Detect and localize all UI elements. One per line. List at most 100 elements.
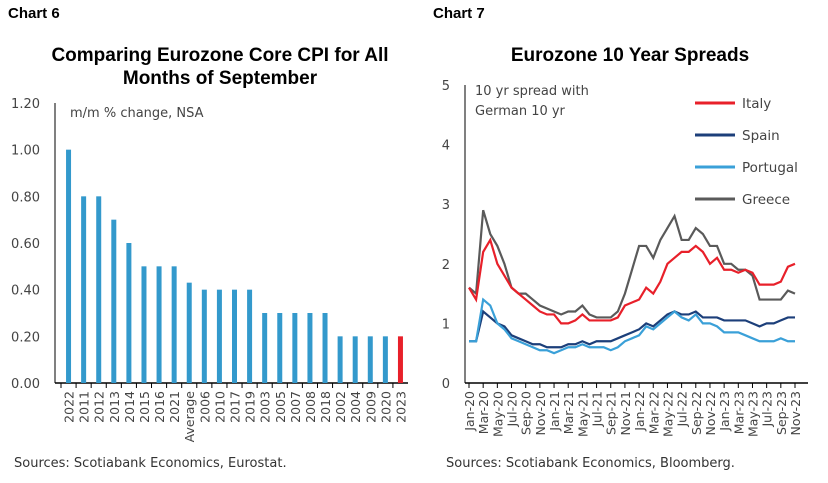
bar [81,196,87,383]
chart7-title: Eurozone 10 Year Spreads [510,45,750,66]
x-tick-label: 2022 [62,391,77,423]
bar [322,313,328,383]
legend-label: Portugal [742,160,798,176]
x-tick-label: Sep-23 [774,391,789,435]
series-line-spain [469,309,795,349]
y-tick-label: 3 [442,198,450,213]
chart6-source: Sources: Scotiabank Economics, Eurostat. [14,456,287,471]
x-tick-label: 2019 [243,391,258,423]
y-tick-label: 5 [442,79,450,94]
bar [262,313,268,383]
y-tick-label: 1.00 [11,144,40,159]
x-tick-label: Nov-20 [533,391,548,436]
x-tick-label: 2007 [288,391,303,423]
x-tick-label: May-20 [490,391,505,437]
y-tick-label: 0.40 [11,284,40,299]
x-tick-label: Sep-22 [689,391,704,435]
x-tick-label: Jan-22 [632,391,647,432]
x-tick-label: Jan-23 [717,391,732,432]
x-tick-label: Mar-22 [646,391,661,434]
legend-label: Spain [742,128,780,144]
x-tick-label: 2009 [363,391,378,423]
series-line-portugal [469,297,795,355]
x-tick-label: 2016 [152,391,167,423]
y-tick-label: 0.80 [11,190,40,205]
y-tick-label: 0.60 [11,237,40,252]
x-tick-label: Mar-20 [476,391,491,434]
x-tick-label: 2012 [92,391,107,423]
x-tick-label: 2006 [197,391,212,423]
legend-label: Greece [742,192,790,208]
x-tick-label: May-22 [660,391,675,437]
bar [292,313,298,383]
series-line-italy [468,237,796,325]
x-tick-label: Jul-20 [505,391,520,428]
chart7-annotation: 10 yr spread with [475,84,589,99]
chart7-annotation-2: German 10 yr [475,104,566,119]
bar [232,289,237,383]
x-tick-label: 2004 [348,391,363,423]
bar [186,282,192,383]
x-tick-label: 2020 [378,391,393,423]
bar [277,313,283,383]
x-tick-label: 2011 [77,391,92,423]
x-tick-label: May-23 [745,391,760,437]
bar [201,289,207,383]
x-tick-label: Average [182,391,197,443]
x-tick-label: Nov-21 [618,391,633,435]
x-tick-label: Sep-21 [604,391,619,435]
x-tick-label: 2005 [273,391,288,423]
x-tick-label: Jul-23 [760,391,775,428]
x-tick-label: Sep-20 [519,391,534,435]
y-tick-label: 1.20 [11,97,40,112]
chart6-annotation: m/m % change, NSA [70,106,204,121]
x-tick-label: 2008 [303,391,318,423]
bar [367,336,373,383]
bar [352,336,358,383]
bar [96,196,102,383]
bar [171,266,177,383]
y-tick-label: 0.00 [11,377,40,392]
x-tick-label: 2014 [122,391,137,423]
legend-label: Italy [742,96,771,112]
y-tick-label: 4 [442,139,450,154]
x-tick-label: Jan-21 [547,391,562,432]
x-tick-label: Jan-20 [462,391,477,432]
bar [307,313,313,383]
x-tick-label: Jul-21 [590,391,605,428]
bar [247,289,253,383]
bar [216,289,222,383]
bar [126,243,132,383]
x-tick-label: Mar-21 [561,391,576,434]
series-line-greece [468,209,796,319]
x-tick-label: 2010 [212,391,227,423]
bar [337,336,343,383]
y-tick-label: 0 [442,377,450,392]
bar [397,336,403,383]
bar [141,266,147,383]
chart7-label: Chart 7 [433,5,485,22]
bar [382,336,388,383]
bar [111,219,117,383]
bar [156,266,162,383]
y-tick-label: 2 [442,258,450,273]
x-tick-label: May-21 [575,391,590,437]
chart6-label: Chart 6 [8,5,60,22]
x-tick-label: 2003 [258,391,273,423]
x-tick-label: Nov-22 [703,391,718,435]
x-tick-label: Nov-23 [788,391,803,435]
x-tick-label: Jul-22 [675,391,690,428]
x-tick-label: 2013 [107,391,122,423]
x-tick-label: 2002 [333,391,348,423]
x-tick-label: 2021 [167,391,182,423]
chart7-source: Sources: Scotiabank Economics, Bloomberg… [446,456,735,471]
x-tick-label: 2018 [318,391,333,423]
bar [66,149,72,383]
x-tick-label: 2015 [137,391,152,423]
x-tick-label: Mar-23 [731,391,746,434]
x-tick-label: 2023 [393,391,408,423]
chart6-title: Comparing Eurozone Core CPI for All Mont… [51,45,389,89]
y-tick-label: 1 [442,317,450,332]
x-tick-label: 2017 [228,391,243,423]
